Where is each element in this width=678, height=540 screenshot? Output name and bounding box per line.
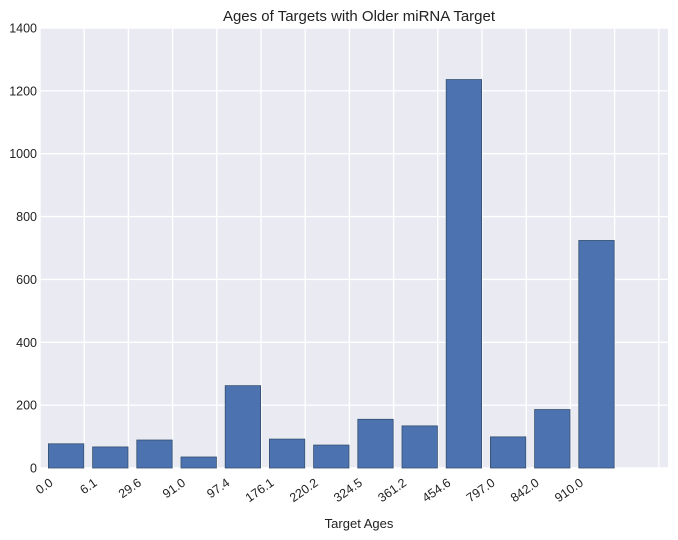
bar-29.6 xyxy=(136,439,173,469)
x-tick-label: 324.5 xyxy=(331,476,365,505)
bar-910.0 xyxy=(578,240,615,469)
x-tick-label: 361.2 xyxy=(375,476,409,505)
x-axis-label: Target Ages xyxy=(325,516,394,531)
bar-6.1 xyxy=(92,446,129,469)
bar-176.1 xyxy=(268,438,306,469)
bar-454.6 xyxy=(445,79,483,469)
bar-97.4 xyxy=(224,385,261,469)
y-tick-label: 400 xyxy=(16,336,37,350)
x-tick-label: 910.0 xyxy=(552,476,586,505)
y-tick-label: 1000 xyxy=(9,147,37,161)
plot-area xyxy=(40,28,668,468)
y-tick-label: 600 xyxy=(16,273,37,287)
x-tick-label: 97.4 xyxy=(204,476,232,501)
x-tick-label: 91.0 xyxy=(160,476,188,501)
x-axis-ticks: 0.0 6.1 29.6 91.0 97.4 176.1 220.2 324.5 361.2 45… xyxy=(33,476,586,505)
y-tick-label: 200 xyxy=(16,399,37,413)
y-tick-label: 1400 xyxy=(9,22,37,36)
x-tick-label: 29.6 xyxy=(116,476,144,501)
y-tick-label: 800 xyxy=(16,210,37,224)
bar-324.5 xyxy=(357,418,394,469)
y-tick-label: 1200 xyxy=(9,84,37,98)
x-tick-label: 6.1 xyxy=(77,476,99,497)
x-tick-label: 0.0 xyxy=(33,476,55,497)
bars xyxy=(48,79,615,469)
y-tick-label: 0 xyxy=(30,462,37,476)
bar-0.0 xyxy=(48,443,85,469)
x-tick-label: 797.0 xyxy=(464,476,498,505)
bar-220.2 xyxy=(313,444,350,469)
x-tick-label: 176.1 xyxy=(243,476,277,505)
bar-842.0 xyxy=(534,409,571,469)
y-axis-ticks: 0 200 400 600 800 1000 1200 1400 xyxy=(9,22,37,476)
x-tick-label: 842.0 xyxy=(508,476,542,505)
bar-91.0 xyxy=(180,456,217,469)
chart-title: Ages of Targets with Older miRNA Target xyxy=(223,8,496,25)
x-tick-label: 454.6 xyxy=(420,476,454,505)
x-tick-label: 220.2 xyxy=(287,476,321,505)
bar-797.0 xyxy=(489,436,527,469)
bar-361.2 xyxy=(401,425,438,469)
